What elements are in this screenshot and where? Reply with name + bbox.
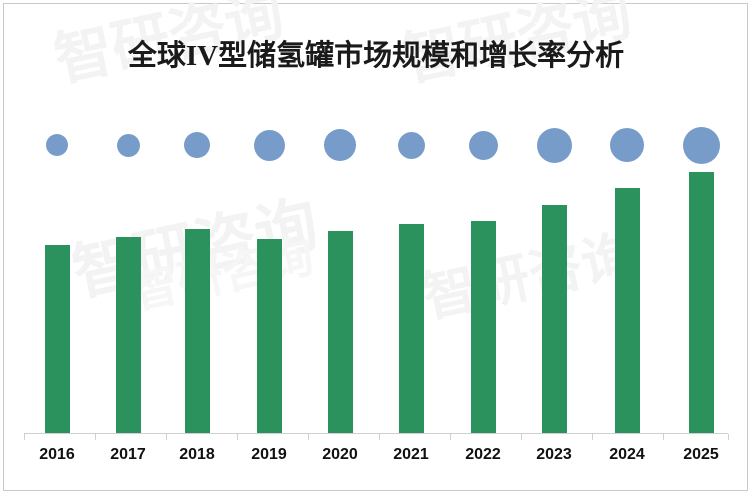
market-size-bar-2017: [115, 237, 141, 433]
x-axis-label-2022: 2022: [465, 446, 501, 463]
x-axis-tick: [663, 434, 664, 440]
market-size-bar-2021: [398, 224, 424, 433]
x-axis-tick: [450, 434, 451, 440]
x-axis-label-2021: 2021: [393, 446, 429, 463]
market-size-bar-2024: [614, 188, 640, 433]
x-axis-label-2019: 2019: [251, 446, 287, 463]
market-size-bar-2023: [541, 205, 567, 433]
x-axis-tick: [308, 434, 309, 440]
growth-rate-bubble-2016: [46, 134, 68, 156]
growth-rate-bubble-2017: [116, 133, 140, 157]
x-axis-tick: [521, 434, 522, 440]
growth-rate-bubble-2023: [536, 127, 572, 163]
growth-rate-bubble-2018: [184, 132, 210, 158]
growth-rate-bubble-2020: [324, 129, 356, 161]
x-axis-tick: [237, 434, 238, 440]
x-axis-label-2018: 2018: [179, 446, 215, 463]
market-size-bar-2016: [44, 245, 70, 433]
x-axis-label-2023: 2023: [536, 446, 572, 463]
x-axis-label-2024: 2024: [609, 446, 645, 463]
x-axis-label-2016: 2016: [39, 446, 75, 463]
market-size-bar-2019: [256, 239, 282, 433]
market-size-bar-2022: [470, 221, 496, 433]
market-size-bar-2020: [327, 231, 353, 433]
growth-rate-bubble-2021: [397, 131, 425, 159]
x-axis-tick: [592, 434, 593, 440]
market-size-bar-2018: [184, 229, 210, 433]
x-axis-label-2025: 2025: [683, 446, 719, 463]
growth-rate-bubble-2022: [468, 130, 498, 160]
growth-rate-bubble-2019: [253, 129, 285, 161]
x-axis-tick: [379, 434, 380, 440]
x-axis-tick: [166, 434, 167, 440]
market-size-bar-2025: [688, 172, 714, 433]
x-axis-label-2017: 2017: [110, 446, 146, 463]
x-axis-tick: [24, 434, 25, 440]
x-axis-line: [24, 433, 728, 434]
chart-title: 全球IV型储氢罐市场规模和增长率分析: [127, 40, 625, 72]
growth-rate-bubble-2024: [610, 128, 644, 162]
x-axis-tick: [95, 434, 96, 440]
x-axis-tick: [728, 434, 729, 440]
x-axis-label-2020: 2020: [322, 446, 358, 463]
growth-rate-bubble-2025: [682, 126, 720, 164]
